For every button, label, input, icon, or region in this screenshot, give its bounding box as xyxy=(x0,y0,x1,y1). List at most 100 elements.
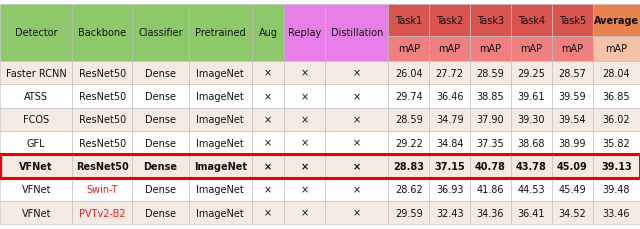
Text: ×: × xyxy=(264,161,272,171)
Bar xyxy=(388,36,429,62)
Text: ResNet50: ResNet50 xyxy=(76,161,129,171)
Bar xyxy=(470,178,511,201)
Text: 36.02: 36.02 xyxy=(603,115,630,125)
Text: Backbone: Backbone xyxy=(78,28,126,38)
Text: 37.35: 37.35 xyxy=(477,138,504,148)
Bar xyxy=(252,201,284,224)
Text: 36.93: 36.93 xyxy=(436,185,463,195)
Text: 39.59: 39.59 xyxy=(559,92,586,102)
Text: 44.53: 44.53 xyxy=(518,185,545,195)
Text: 39.13: 39.13 xyxy=(601,161,632,171)
Text: Average: Average xyxy=(594,16,639,25)
Bar xyxy=(511,85,552,108)
Bar xyxy=(593,5,640,36)
Bar xyxy=(552,131,593,155)
Bar xyxy=(593,155,640,178)
Text: Pretrained: Pretrained xyxy=(195,28,246,38)
Bar xyxy=(470,201,511,224)
Text: ImageNet: ImageNet xyxy=(194,161,247,171)
Bar xyxy=(132,131,189,155)
Text: Task1: Task1 xyxy=(395,16,422,25)
Bar xyxy=(325,131,388,155)
Text: ×: × xyxy=(264,92,272,102)
Bar xyxy=(252,62,284,85)
Bar xyxy=(132,178,189,201)
Bar xyxy=(593,36,640,62)
Text: 28.57: 28.57 xyxy=(559,68,586,78)
Text: 36.46: 36.46 xyxy=(436,92,463,102)
Text: 29.59: 29.59 xyxy=(395,208,422,218)
Bar xyxy=(0,85,72,108)
Text: ×: × xyxy=(301,138,309,148)
Bar xyxy=(284,62,325,85)
Bar xyxy=(470,36,511,62)
Bar xyxy=(552,201,593,224)
Bar xyxy=(252,5,284,62)
Text: 39.48: 39.48 xyxy=(603,185,630,195)
Text: 45.09: 45.09 xyxy=(557,161,588,171)
Text: Replay: Replay xyxy=(288,28,321,38)
Bar xyxy=(511,178,552,201)
Bar xyxy=(470,108,511,131)
Text: Task2: Task2 xyxy=(436,16,463,25)
Text: ResNet50: ResNet50 xyxy=(79,115,126,125)
Text: ×: × xyxy=(353,161,361,171)
Text: 28.04: 28.04 xyxy=(603,68,630,78)
Bar xyxy=(552,62,593,85)
Bar xyxy=(511,62,552,85)
Bar xyxy=(429,131,470,155)
Text: 34.79: 34.79 xyxy=(436,115,463,125)
Text: GFL: GFL xyxy=(27,138,45,148)
Text: Dense: Dense xyxy=(145,208,176,218)
Text: ×: × xyxy=(353,208,361,218)
Bar xyxy=(189,5,252,62)
Bar xyxy=(284,5,325,62)
Bar xyxy=(593,108,640,131)
Bar xyxy=(593,178,640,201)
Text: Dense: Dense xyxy=(145,92,176,102)
Bar xyxy=(325,62,388,85)
Text: 45.49: 45.49 xyxy=(559,185,586,195)
Bar xyxy=(252,131,284,155)
Bar xyxy=(189,201,252,224)
Bar xyxy=(470,5,511,36)
Bar xyxy=(132,155,189,178)
Bar xyxy=(325,108,388,131)
Text: ×: × xyxy=(353,115,361,125)
Bar xyxy=(325,5,388,62)
Text: 26.04: 26.04 xyxy=(395,68,422,78)
Bar xyxy=(132,201,189,224)
Bar xyxy=(0,5,72,62)
Text: Task5: Task5 xyxy=(559,16,586,25)
Text: ×: × xyxy=(353,138,361,148)
Text: 29.74: 29.74 xyxy=(395,92,422,102)
Bar xyxy=(511,5,552,36)
Text: ×: × xyxy=(353,92,361,102)
Text: ImageNet: ImageNet xyxy=(196,138,244,148)
Bar xyxy=(511,155,552,178)
Bar xyxy=(284,108,325,131)
Bar xyxy=(72,131,132,155)
Bar xyxy=(429,85,470,108)
Bar xyxy=(0,108,72,131)
Text: ResNet50: ResNet50 xyxy=(79,138,126,148)
Bar xyxy=(0,201,72,224)
Bar xyxy=(252,178,284,201)
Bar xyxy=(252,108,284,131)
Text: 34.36: 34.36 xyxy=(477,208,504,218)
Text: ×: × xyxy=(301,68,309,78)
Bar xyxy=(132,62,189,85)
Bar xyxy=(429,36,470,62)
Bar xyxy=(388,5,429,36)
Text: ImageNet: ImageNet xyxy=(196,208,244,218)
Bar xyxy=(189,155,252,178)
Bar xyxy=(72,5,132,62)
Text: 35.82: 35.82 xyxy=(602,138,630,148)
Bar xyxy=(429,62,470,85)
Text: mAP: mAP xyxy=(438,44,461,54)
Bar xyxy=(470,131,511,155)
Bar xyxy=(388,131,429,155)
Text: Task3: Task3 xyxy=(477,16,504,25)
Bar xyxy=(325,155,388,178)
Text: Dense: Dense xyxy=(145,185,176,195)
